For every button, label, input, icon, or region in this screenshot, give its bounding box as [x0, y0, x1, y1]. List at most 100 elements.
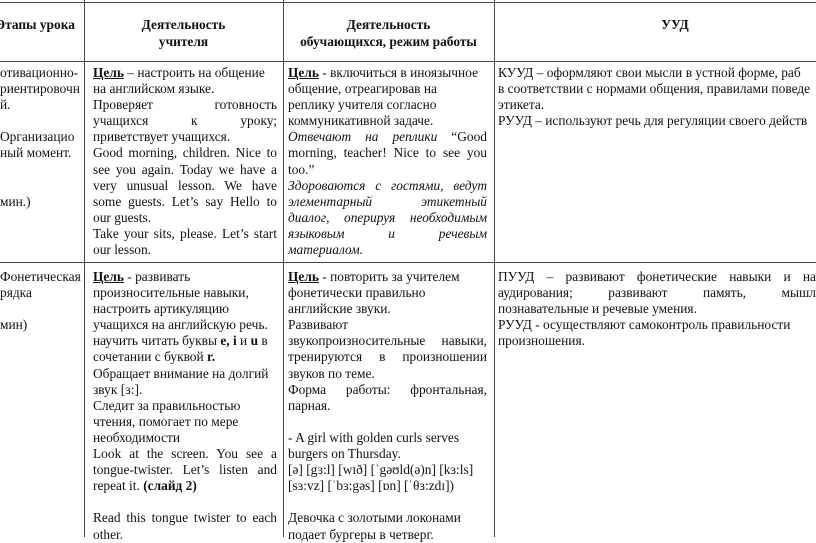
- text-run: Цель: [93, 269, 124, 284]
- text-run: общение, отреагировав на: [288, 81, 437, 97]
- text-run: сочетании с буквой: [93, 349, 208, 365]
- header-students-line: обучающихся, режим работы: [300, 34, 477, 49]
- cell-uud: ПУУД – развивают фонетические навыки и н…: [498, 269, 816, 349]
- text-line: звуков по теме.: [288, 366, 487, 382]
- column-divider: [84, 0, 85, 537]
- text-line: чтения, помогает по мере: [93, 414, 277, 430]
- text-line: сочетании с буквой r.: [93, 349, 277, 365]
- text-line: Девочка с золотыми локонами: [288, 510, 487, 526]
- text-line: парная.: [288, 398, 487, 414]
- text-line: morning, teacher! Nice to see you: [288, 145, 487, 161]
- text-line: Take your sits, please. Let’s start: [93, 226, 277, 242]
- text-run: - включиться в иноязычное: [318, 65, 479, 80]
- text-run: Фонетическая: [0, 269, 81, 284]
- text-run: КУУД – оформляют свои мысли в устной фор…: [498, 65, 801, 80]
- text-line: Look at the screen. You see a: [93, 446, 277, 462]
- text-line: диалог, оперируя необходимым: [288, 210, 487, 226]
- text-run: языковым и речевым: [288, 225, 487, 241]
- text-run: учащихся на английскую речь.: [93, 317, 268, 333]
- text-line: Здороваются с гостями, ведут: [288, 178, 487, 194]
- text-line: познавательные и речевые умения.: [498, 301, 816, 317]
- cell-students: Цель - повторить за учителем фонетически …: [288, 269, 487, 543]
- text-line: звук [ɜ:].: [93, 382, 277, 398]
- text-line: й.: [0, 97, 82, 113]
- row-divider: [0, 262, 816, 263]
- column-divider: [494, 0, 495, 537]
- text-run: тренируются в произношении: [288, 349, 487, 365]
- text-line: tongue-twister. Let’s listen and: [93, 462, 277, 478]
- header-teacher-line: Деятельность: [141, 17, 226, 32]
- text-line: мин.): [0, 194, 82, 210]
- text-line: учащихся на английскую речь.: [93, 317, 277, 333]
- text-run: необходимости: [93, 429, 181, 445]
- text-line: мин): [0, 317, 82, 333]
- text-run: Девочка с золотыми локонами: [288, 510, 461, 526]
- text-line: учащихся к уроку;: [93, 113, 277, 129]
- text-line: РУУД - осуществляют самоконтроль правиль…: [498, 317, 816, 333]
- text-run: настроить артикуляцию: [93, 301, 230, 317]
- text-line: Форма работы: фронтальная,: [288, 382, 487, 398]
- text-run: r.: [207, 349, 216, 365]
- text-line: Цель - повторить за учителем: [288, 269, 487, 285]
- text-run: коммуникативной задаче.: [288, 113, 434, 129]
- text-run: Цель: [288, 269, 319, 284]
- text-run: tongue-twister. Let’s listen and: [93, 462, 277, 478]
- text-run: Здороваются с гостями, ведут: [288, 177, 487, 193]
- text-line: настроить артикуляцию: [93, 301, 277, 317]
- column-divider: [283, 0, 284, 537]
- text-run: - развивать: [123, 269, 191, 284]
- text-run: этикета.: [498, 97, 545, 113]
- text-line: [0, 162, 82, 178]
- text-line: very unusual lesson. We have: [93, 178, 277, 194]
- text-line: аудирования; развивают память, мышл: [498, 285, 816, 301]
- text-line: Отвечают на реплики “Good: [288, 129, 487, 145]
- text-run: парная.: [288, 397, 331, 413]
- text-run: английские звуки.: [288, 301, 391, 317]
- text-line: - A girl with golden curls serves: [288, 430, 487, 446]
- text-line: в соответствии с нормами общения, правил…: [498, 81, 816, 97]
- text-line: английские звуки.: [288, 301, 487, 317]
- text-line: see you again. Today we have a: [93, 162, 277, 178]
- text-line: необходимости: [93, 430, 277, 446]
- text-run: Цель: [288, 65, 319, 80]
- text-line: Цель – настроить на общение: [93, 65, 277, 81]
- text-line: риентировочн: [0, 81, 82, 97]
- text-run: фонетически правильно: [288, 285, 426, 301]
- text-line: этикета.: [498, 97, 816, 113]
- text-run: Good morning, children. Nice to: [93, 145, 277, 161]
- text-line: произносительные навыки,: [93, 285, 277, 301]
- text-run: other.: [93, 526, 124, 542]
- text-line: repeat it. (слайд 2): [93, 478, 277, 494]
- header-students: Деятельность обучающихся, режим работы: [283, 16, 494, 50]
- text-line: РУУД – используют речь для регуляции сво…: [498, 113, 816, 129]
- text-line: Следит за правильностью: [93, 398, 277, 414]
- text-run: научить читать буквы: [93, 333, 221, 349]
- text-run: приветствует учащихся.: [93, 129, 231, 145]
- text-line: звукопроизносительные навыки,: [288, 333, 487, 349]
- text-line: [93, 494, 277, 510]
- text-run: Take your sits, please. Let’s start: [93, 225, 277, 241]
- cell-stage: Фонетическая рядка мин): [0, 269, 82, 333]
- text-line: материалом.: [288, 242, 487, 258]
- text-run: в соответствии с нормами общения, правил…: [498, 81, 811, 97]
- header-stage: Этапы урока: [0, 17, 75, 32]
- text-run: e, i: [220, 333, 237, 349]
- text-run: в: [258, 333, 268, 349]
- text-line: коммуникативной задаче.: [288, 113, 487, 129]
- text-line: our lesson.: [93, 242, 277, 258]
- text-line: [ə] [gɜ:l] [wɪð] [ˈgəʊld(ə)n] [kɜ:ls]: [288, 462, 487, 478]
- cell-teacher: Цель – настроить на общение на английском…: [93, 65, 277, 258]
- text-line: [0, 113, 82, 129]
- text-run: РУУД – используют речь для регуляции сво…: [498, 113, 808, 129]
- text-run: - A girl with golden curls serves: [288, 429, 460, 445]
- text-line: Good morning, children. Nice to: [93, 145, 277, 161]
- text-run: “Good: [437, 129, 487, 145]
- text-line: приветствует учащихся.: [93, 129, 277, 145]
- text-run: ный момент.: [0, 145, 72, 161]
- text-line: реплику учителя согласно: [288, 97, 487, 113]
- text-line: Цель - развивать: [93, 269, 277, 285]
- text-run: Отвечают на реплики: [288, 129, 438, 145]
- text-line: подает бургеры в четверг.: [288, 527, 487, 543]
- text-line: Организацио: [0, 129, 82, 145]
- text-run: звук [ɜ:].: [93, 381, 143, 397]
